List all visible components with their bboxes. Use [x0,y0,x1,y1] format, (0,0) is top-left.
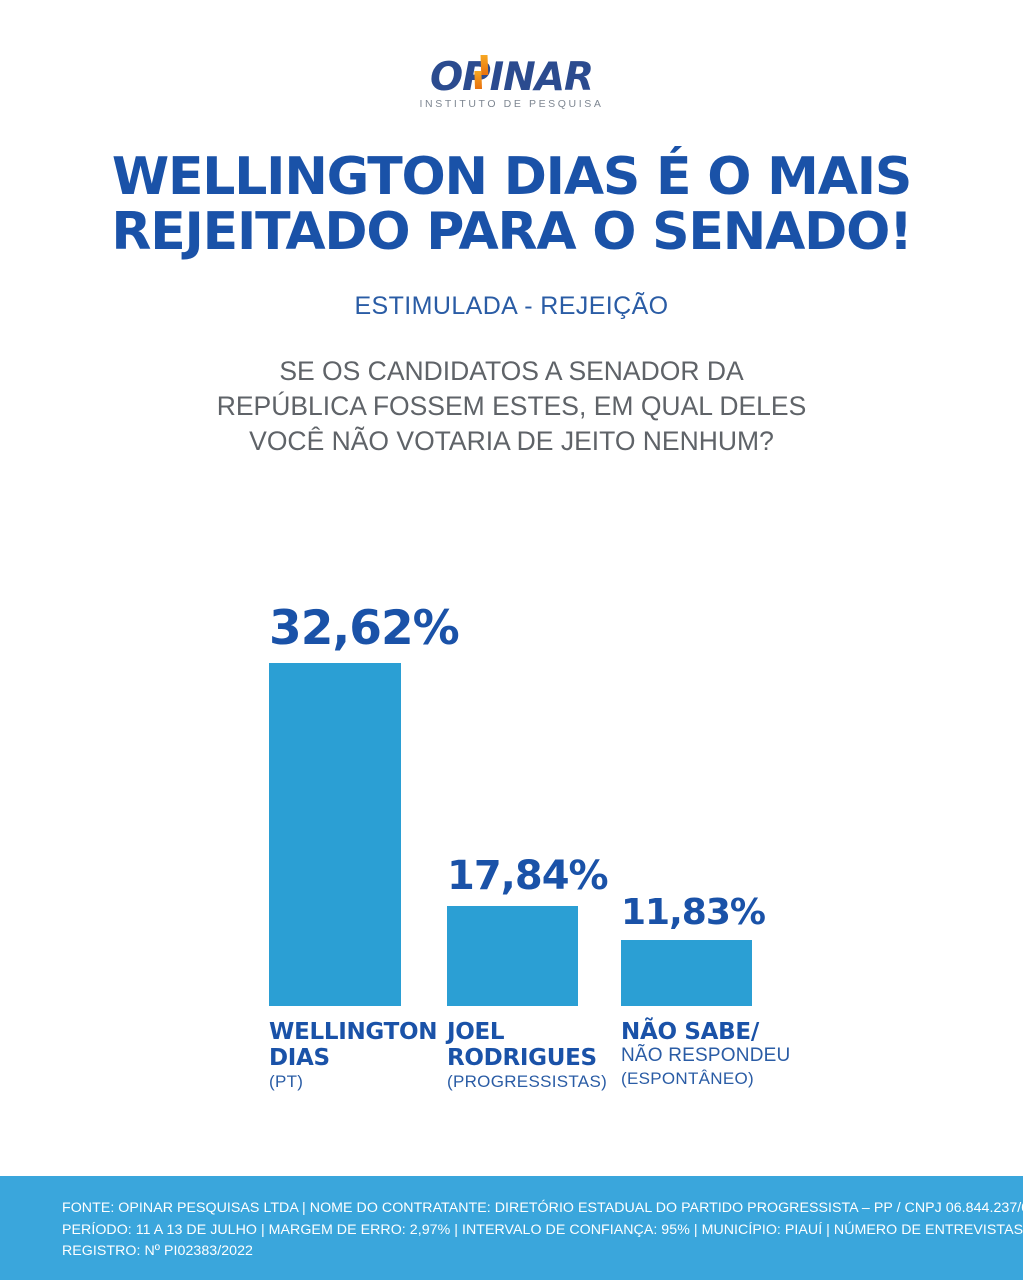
bar-category-name-line-1: JOEL [447,1019,505,1045]
bar-value-label: 32,62% [269,601,460,656]
logo-tagline: INSTITUTO DE PESQUISA [419,98,604,110]
bar-category-name-line-2: RODRIGUES [447,1044,597,1071]
bar-rect [621,940,752,1006]
bar-category-label: JOEL RODRIGUES (PROGRESSISTAS) [447,1019,607,1092]
bar-category-name-line-1: NÃO SABE/ [621,1019,759,1045]
bar-column: 32,62% WELLINGTON DIAS (PT) [269,601,460,1091]
bar-column: 17,84% JOEL RODRIGUES (PROGRESSISTAS) [447,853,609,1091]
bar-value-label: 17,84% [447,853,609,899]
bar-category-name-line-1: WELLINGTON [269,1019,438,1045]
bar-category-party: (PT) [269,1071,304,1091]
bar-value-label: 11,83% [621,892,766,933]
bar-chart: 32,62% WELLINGTON DIAS (PT) 17,84% JOEL RODRIG… [0,560,1023,1120]
page-title-line-2: REJEITADO PARA O SENADO! [111,202,912,263]
bar-category-label: NÃO SABE/NÃO RESPONDEU (ESPONTÂNEO) [621,1019,790,1089]
survey-question: SE OS CANDIDATOS A SENADOR DA REPÚBLICA … [0,354,1023,459]
footer-registration-line: REGISTRO: Nº PI02383/2022 [62,1243,253,1260]
survey-question-line-2: REPÚBLICA FOSSEM ESTES, EM QUAL DELES [216,390,807,421]
survey-question-line-3: VOCÊ NÃO VOTARIA DE JEITO NENHUM? [249,425,774,456]
bar-category-subtitle: NÃO RESPONDEU [621,1044,791,1066]
survey-question-line-1: SE OS CANDIDATOS A SENADOR DA [279,356,744,386]
footer-source-line: FONTE: OPINAR PESQUISAS LTDA | NOME DO C… [62,1200,1023,1216]
bar-category-party: (ESPONTÂNEO) [621,1068,755,1088]
bar-rect [269,663,401,1006]
bar-column: 11,83% NÃO SABE/NÃO RESPONDEU (ESPONTÂNEO) [621,892,790,1088]
chart-subtitle: ESTIMULADA - REJEIÇÃO [354,292,669,320]
bar-category-party: (PROGRESSISTAS) [447,1071,608,1091]
logo-mark: OPINAR INSTITUTO DE PESQUISA [419,55,604,110]
page-title-line-1: WELLINGTON DIAS É O MAIS [111,147,913,207]
brand-logo: OPINAR INSTITUTO DE PESQUISA [0,55,1023,112]
bar-category-name-line-2: DIAS [269,1044,330,1071]
bar-category-label: WELLINGTON DIAS (PT) [269,1019,437,1092]
footer-band: FONTE: OPINAR PESQUISAS LTDA | NOME DO C… [0,1176,1023,1280]
bar-chart-plot-area: 32,62% WELLINGTON DIAS (PT) 17,84% JOEL RODRIG… [0,601,1023,1091]
page-title: WELLINGTON DIAS É O MAIS REJEITADO PARA … [0,147,1023,263]
footer-methodology-line: PERÍODO: 11 A 13 DE JULHO | MARGEM DE ER… [62,1221,1023,1238]
bar-rect [447,906,578,1006]
logo-wordmark: OPINAR [429,55,594,100]
